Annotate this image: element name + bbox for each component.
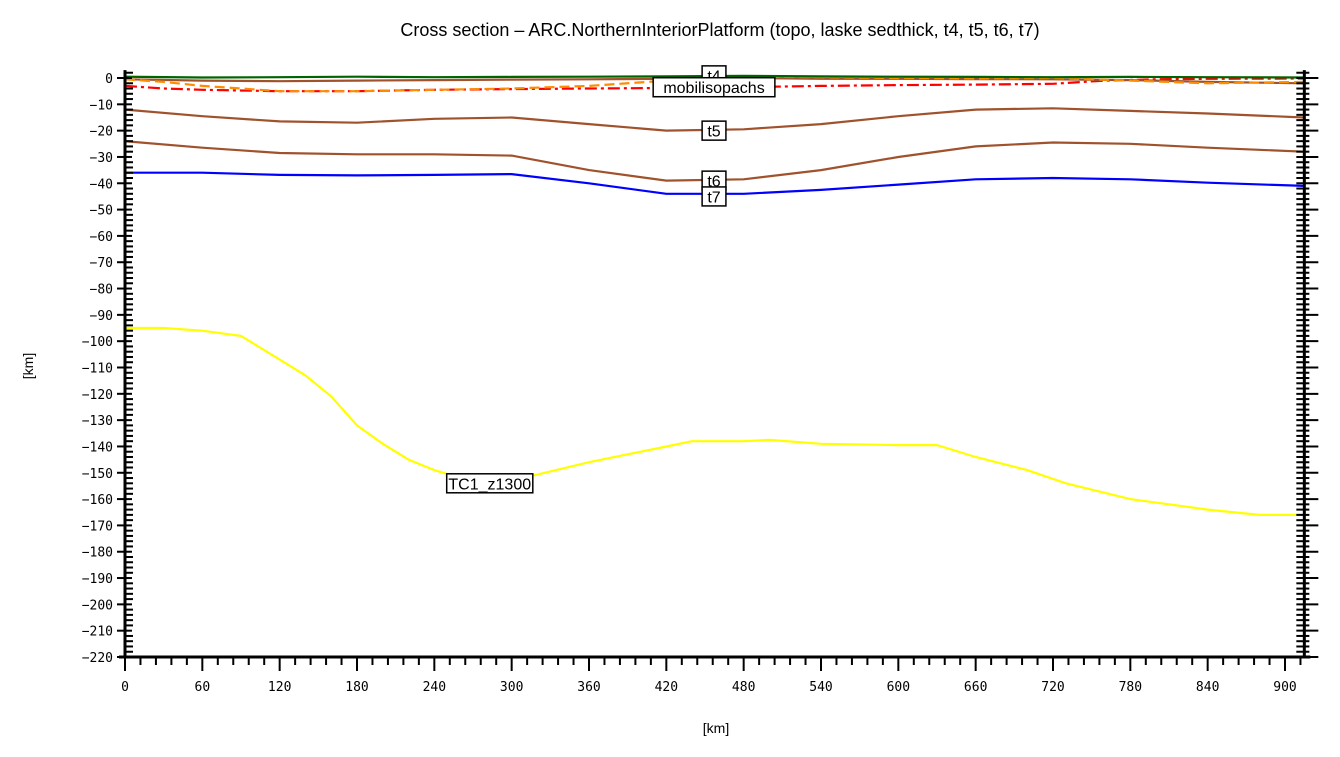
x-tick-label: 300 [500,680,523,695]
x-tick-label: 420 [655,680,678,695]
y-tick-label: −190 [82,572,113,587]
x-tick-label: 720 [1041,680,1064,695]
x-tick-label: 60 [195,680,211,695]
y-tick-label: −200 [82,598,113,613]
y-tick-label: −40 [90,177,113,192]
y-tick-label: −220 [82,651,113,666]
x-tick-label: 840 [1196,680,1219,695]
label-t7: t7 [701,186,727,207]
axes: 0 −10 −20 −30 −40 −50 −60 −70 −80 −90 −100 −110 −120… [82,70,1319,695]
chart-title: Cross section – ARC.NorthernInteriorPlat… [400,20,1040,40]
x-tick-label: 480 [732,680,755,695]
x-tick-label: 180 [345,680,368,695]
series-tc1-z1300-line [125,326,1305,517]
y-tick-label: −100 [82,335,113,350]
series-laske-sedthick-line [124,75,1305,93]
y-tick-label: 0 [105,72,113,87]
x-tick-label: 900 [1273,680,1296,695]
y-axis-label: [km] [20,353,36,379]
svg-text:t7: t7 [707,189,720,206]
y-tick-label: −30 [90,151,113,166]
y-tick-label: −150 [82,467,113,482]
y-tick-label: −160 [82,493,113,508]
y-tick-label: −70 [90,256,113,271]
y-tick-label: −170 [82,519,113,534]
x-tick-label: 600 [887,680,910,695]
x-tick-label: 240 [423,680,446,695]
x-tick-label: 660 [964,680,987,695]
x-tick-label: 540 [809,680,832,695]
y-tick-label: −50 [90,204,113,219]
svg-text:mobilisopachs: mobilisopachs [663,80,764,97]
label-t5: t5 [701,120,727,141]
y-tick-label: −180 [82,546,113,561]
x-tick-label: 360 [577,680,600,695]
y-tick-label: −10 [90,98,113,113]
y-tick-label: −20 [90,125,113,140]
svg-text:t5: t5 [707,124,720,141]
y-tick-label: −140 [82,440,113,455]
y-tick-label: −110 [82,362,113,377]
x-axis-label: [km] [703,720,729,736]
y-tick-label: −130 [82,414,113,429]
x-tick-label: 120 [268,680,291,695]
svg-text:TC1_z1300: TC1_z1300 [448,476,531,493]
label-mobilisopachs: mobilisopachs [652,76,776,98]
y-tick-label: −210 [82,625,113,640]
label-tc1-z1300: TC1_z1300 [445,473,534,494]
series-lines [124,74,1305,517]
y-tick-label: −60 [90,230,113,245]
x-tick-label: 0 [121,680,129,695]
x-tick-label: 780 [1119,680,1142,695]
y-tick-label: −90 [90,309,113,324]
y-tick-label: −80 [90,283,113,298]
y-tick-label: −120 [82,388,113,403]
